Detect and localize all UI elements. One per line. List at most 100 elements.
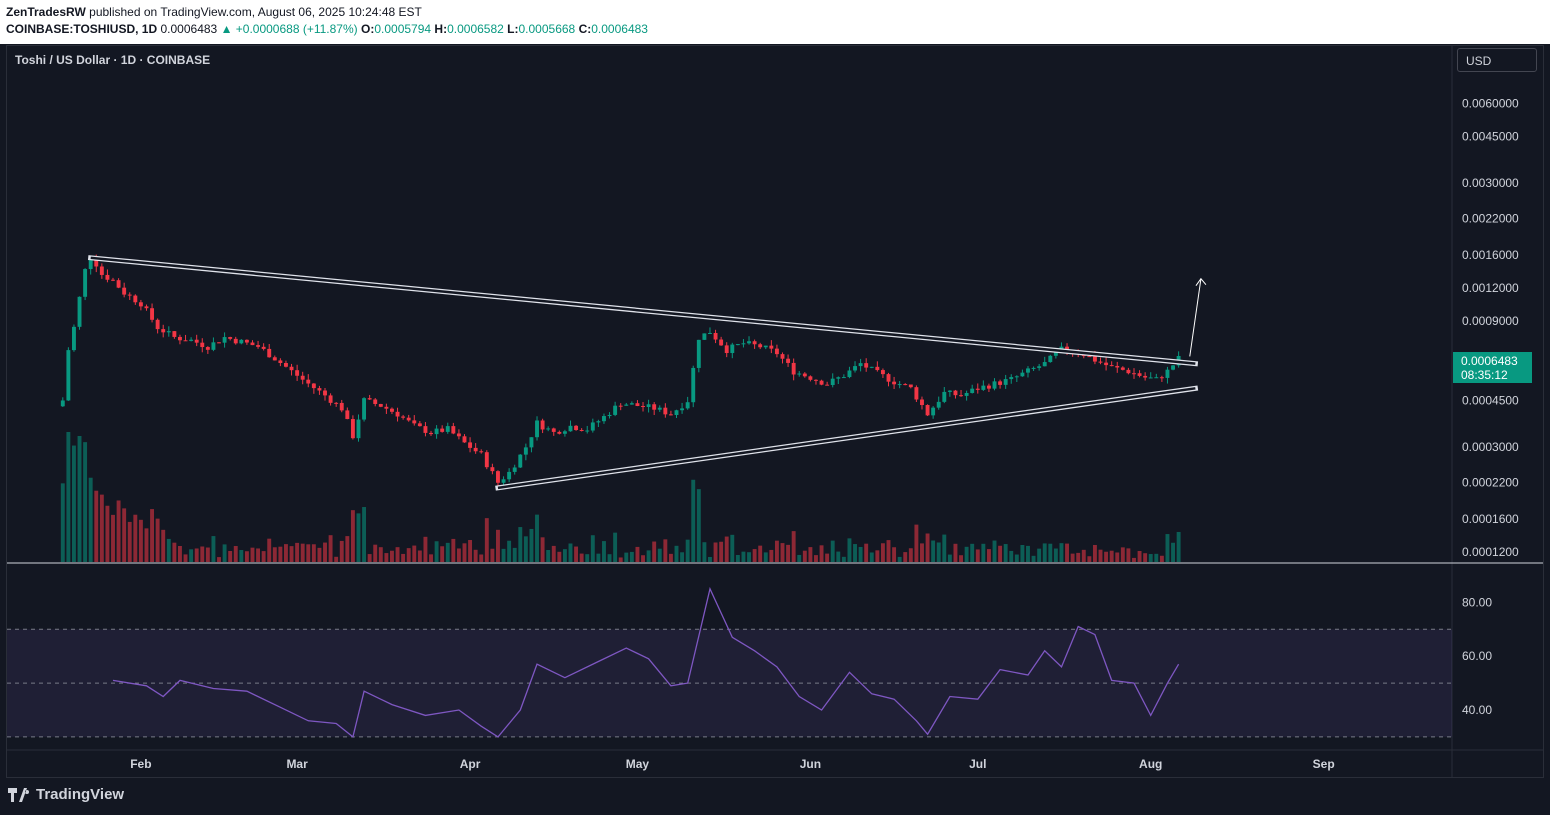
candle bbox=[194, 339, 199, 343]
volume-bar bbox=[94, 490, 99, 562]
candle bbox=[317, 388, 322, 391]
volume-bar bbox=[417, 550, 422, 562]
volume-bar bbox=[551, 545, 556, 562]
volume-bar bbox=[390, 550, 394, 562]
price-tick-label: 0.0001600 bbox=[1462, 512, 1519, 526]
candle bbox=[869, 366, 874, 368]
candle bbox=[456, 433, 461, 437]
volume-bar bbox=[841, 556, 846, 562]
symbol-label: COINBASE:TOSHIUSD, 1D bbox=[6, 22, 158, 36]
candle bbox=[657, 407, 662, 410]
volume-bar bbox=[947, 554, 952, 562]
candle bbox=[300, 375, 305, 380]
candle bbox=[429, 432, 433, 435]
volume-bar bbox=[908, 548, 913, 562]
volume-bar bbox=[373, 544, 378, 562]
volume-bar bbox=[635, 546, 640, 562]
price-tick-label: 0.0002200 bbox=[1462, 475, 1519, 489]
volume-bar bbox=[138, 519, 143, 562]
volume-bar bbox=[228, 550, 233, 562]
volume-bar bbox=[763, 552, 768, 562]
volume-bar bbox=[339, 540, 344, 562]
volume-bar bbox=[122, 508, 127, 562]
rsi-tick-label: 40.00 bbox=[1462, 703, 1492, 717]
candle bbox=[161, 329, 166, 333]
volume-bar bbox=[83, 442, 88, 562]
candle bbox=[992, 381, 997, 389]
volume-bar bbox=[194, 548, 199, 562]
volume-bar bbox=[490, 548, 495, 562]
candle bbox=[947, 390, 952, 392]
candle bbox=[875, 366, 880, 371]
low-label: L: bbox=[507, 22, 519, 36]
volume-bar bbox=[401, 553, 406, 562]
author-name[interactable]: ZenTradesRW bbox=[6, 5, 86, 19]
volume-bar bbox=[618, 557, 623, 562]
volume-bar bbox=[1126, 548, 1131, 562]
volume-bar bbox=[546, 549, 551, 562]
volume-bar bbox=[853, 544, 857, 562]
volume-bar bbox=[60, 483, 65, 562]
volume-bar bbox=[244, 551, 249, 562]
volume-bar bbox=[1115, 552, 1120, 562]
volume-bar bbox=[1148, 554, 1153, 562]
currency-button[interactable]: USD bbox=[1457, 48, 1537, 72]
volume-bar bbox=[111, 514, 115, 562]
candle bbox=[920, 399, 924, 406]
candle bbox=[496, 471, 500, 483]
volume-bar bbox=[1171, 542, 1175, 562]
candle bbox=[1092, 356, 1097, 362]
candle bbox=[200, 342, 205, 348]
candle bbox=[278, 360, 283, 364]
candle bbox=[535, 420, 539, 438]
volume-bar bbox=[99, 494, 104, 562]
candle bbox=[1109, 365, 1114, 367]
volume-bar bbox=[1143, 553, 1148, 562]
candle bbox=[256, 345, 261, 347]
candle bbox=[529, 437, 534, 448]
candle bbox=[166, 331, 171, 333]
volume-bar bbox=[501, 548, 506, 562]
volume-bar bbox=[590, 535, 595, 562]
volume-bar bbox=[434, 541, 439, 562]
candle bbox=[735, 344, 740, 346]
candle bbox=[747, 341, 751, 344]
time-tick-label: Apr bbox=[460, 757, 481, 771]
candle bbox=[99, 266, 104, 275]
volume-bar bbox=[133, 514, 138, 562]
volume-bar bbox=[334, 556, 339, 562]
volume-bar bbox=[730, 534, 735, 562]
volume-bar bbox=[1120, 547, 1125, 562]
tradingview-logo-icon bbox=[8, 787, 29, 802]
candle bbox=[1053, 352, 1058, 356]
volume-bar bbox=[451, 538, 456, 562]
volume-bar bbox=[864, 543, 869, 562]
candle bbox=[362, 398, 367, 420]
price-tick-label: 0.0001200 bbox=[1462, 545, 1519, 559]
volume-bar bbox=[696, 489, 701, 562]
volume-bar bbox=[367, 554, 372, 562]
volume-bar bbox=[624, 552, 629, 562]
candle bbox=[1031, 367, 1036, 369]
candle bbox=[339, 402, 344, 411]
volume-bar bbox=[66, 432, 71, 562]
volume-bar bbox=[668, 553, 673, 562]
candle bbox=[345, 410, 350, 420]
volume-bar bbox=[663, 539, 668, 562]
candle bbox=[1154, 377, 1159, 379]
tradingview-footer[interactable]: TradingView bbox=[8, 786, 124, 803]
candle bbox=[981, 385, 986, 390]
candle bbox=[523, 447, 528, 455]
trendline-upper-inner bbox=[90, 256, 1196, 365]
volume-bar bbox=[284, 544, 288, 562]
volume-bar bbox=[306, 544, 311, 562]
candle bbox=[462, 436, 467, 443]
volume-bar bbox=[579, 553, 584, 562]
candle bbox=[830, 378, 835, 386]
candle bbox=[959, 395, 963, 397]
candle bbox=[334, 402, 339, 404]
candle bbox=[791, 362, 796, 375]
candle bbox=[122, 287, 127, 295]
volume-bar bbox=[88, 477, 93, 562]
